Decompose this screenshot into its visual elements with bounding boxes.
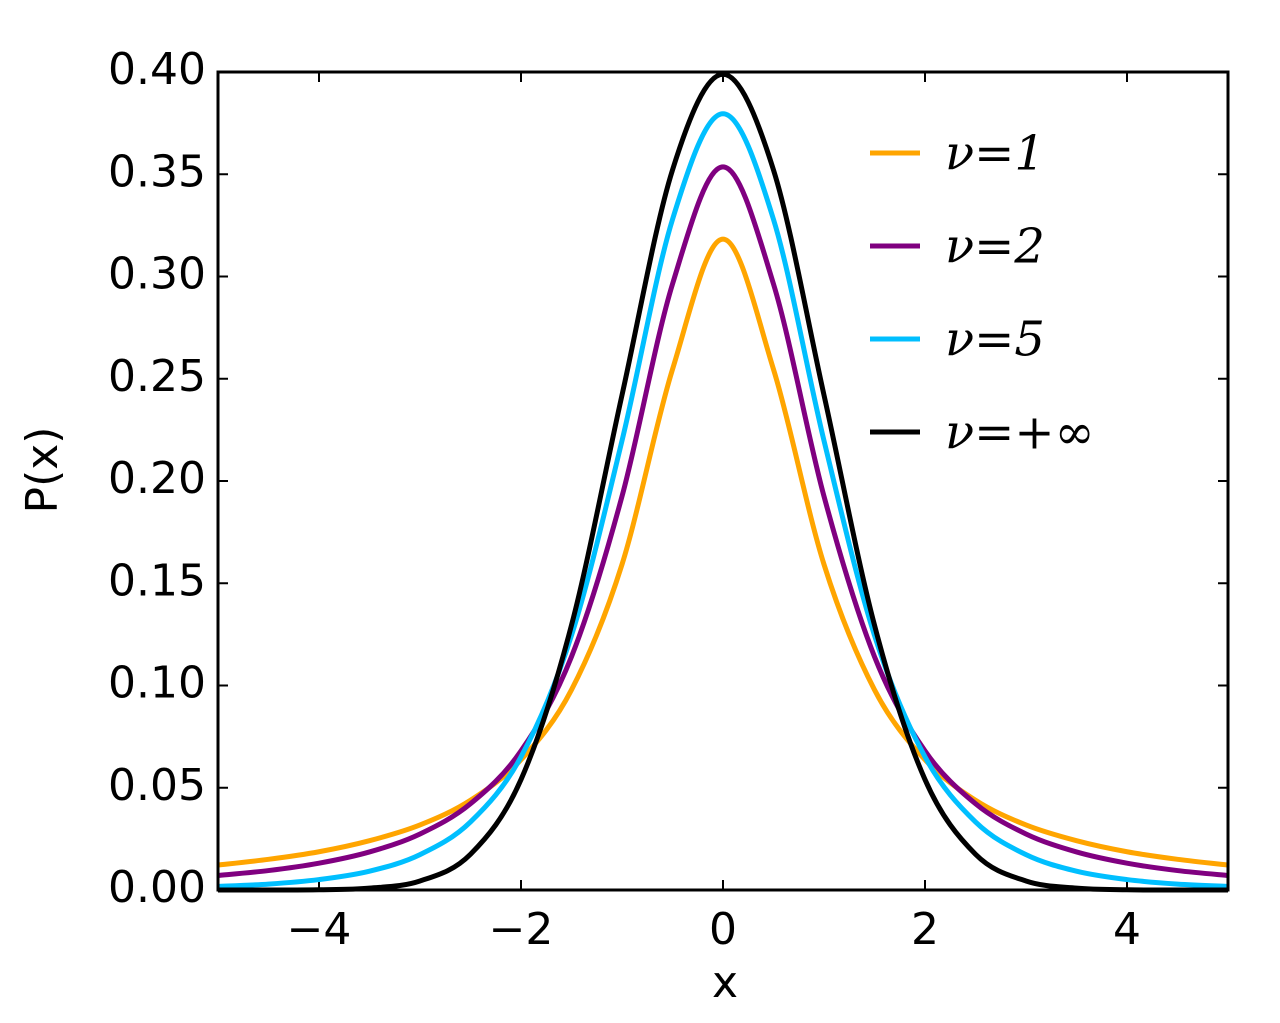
x-tick-label: 4 bbox=[1113, 904, 1141, 955]
line-series bbox=[217, 236, 1229, 868]
plot-frame bbox=[216, 70, 1230, 892]
y-tick-label: 0.00 bbox=[108, 862, 206, 913]
y-axis-label: P(x) bbox=[17, 427, 68, 514]
legend-label: ν=1 bbox=[945, 126, 1045, 182]
y-tick-label: 0.35 bbox=[108, 146, 206, 197]
y-tick-label: 0.10 bbox=[108, 658, 206, 709]
x-tick-label: −4 bbox=[287, 904, 352, 955]
x-tick-label: −2 bbox=[489, 904, 554, 955]
y-tick-label: 0.25 bbox=[108, 351, 206, 402]
legend-label: ν=2 bbox=[945, 219, 1045, 275]
x-tick-label: 2 bbox=[911, 904, 939, 955]
x-tick-label: 0 bbox=[709, 904, 737, 955]
y-tick-label: 0.15 bbox=[108, 555, 206, 606]
y-tick-label: 0.05 bbox=[108, 760, 206, 811]
legend-label: ν=5 bbox=[945, 312, 1045, 368]
legend-label: ν=+∞ bbox=[945, 405, 1095, 461]
y-tick-label: 0.40 bbox=[108, 44, 206, 95]
line-series bbox=[217, 71, 1229, 893]
x-axis-label: x bbox=[712, 957, 738, 1008]
line-series bbox=[217, 111, 1229, 889]
line-series bbox=[217, 164, 1229, 878]
y-tick-label: 0.30 bbox=[108, 249, 206, 300]
y-tick-label: 0.20 bbox=[108, 453, 206, 504]
